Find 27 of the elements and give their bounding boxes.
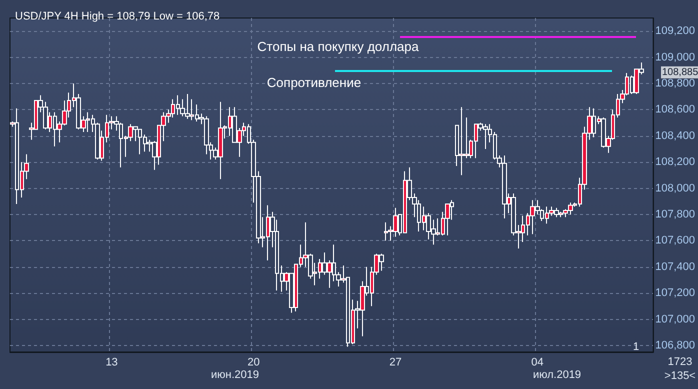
text: 108,885 (662, 66, 698, 78)
y-tick-label: 108,800 (655, 77, 696, 90)
annotation: 1 (632, 341, 640, 353)
y-tick-label: 109,200 (655, 25, 696, 38)
x-tick-label: 20 (247, 356, 260, 368)
candlestick (445, 203, 450, 236)
text: июн.2019 (211, 369, 259, 381)
x-tick-label: 04 (531, 356, 544, 368)
chart-title: USD/JPY 4H High = 108,79 Low = 106,78 (15, 10, 220, 22)
y-tick-label: 107,600 (655, 234, 696, 247)
text: 1723 (668, 356, 692, 368)
y-tick-label: 107,200 (655, 287, 696, 300)
y-tick-label: 108,600 (655, 104, 696, 116)
x-tick-label: 13 (106, 356, 118, 368)
y-tick-label: 107,800 (655, 208, 696, 220)
y-tick-label: 106,800 (655, 339, 696, 352)
y-tick-label: 107,000 (655, 313, 696, 326)
ref-line-label: Сопротивление (266, 74, 362, 90)
y-tick-label: 108,000 (655, 182, 696, 194)
y-tick-label: 109,000 (655, 51, 696, 64)
y-tick-label: 108,200 (655, 156, 696, 168)
x-tick-label: 27 (389, 356, 402, 368)
text: июл.2019 (532, 369, 582, 381)
text: >135< (664, 370, 696, 382)
y-tick-label: 107,400 (655, 260, 696, 273)
y-tick-label: 108,400 (655, 130, 696, 142)
ref-line-label: Стопы на покупку доллара (257, 38, 420, 54)
